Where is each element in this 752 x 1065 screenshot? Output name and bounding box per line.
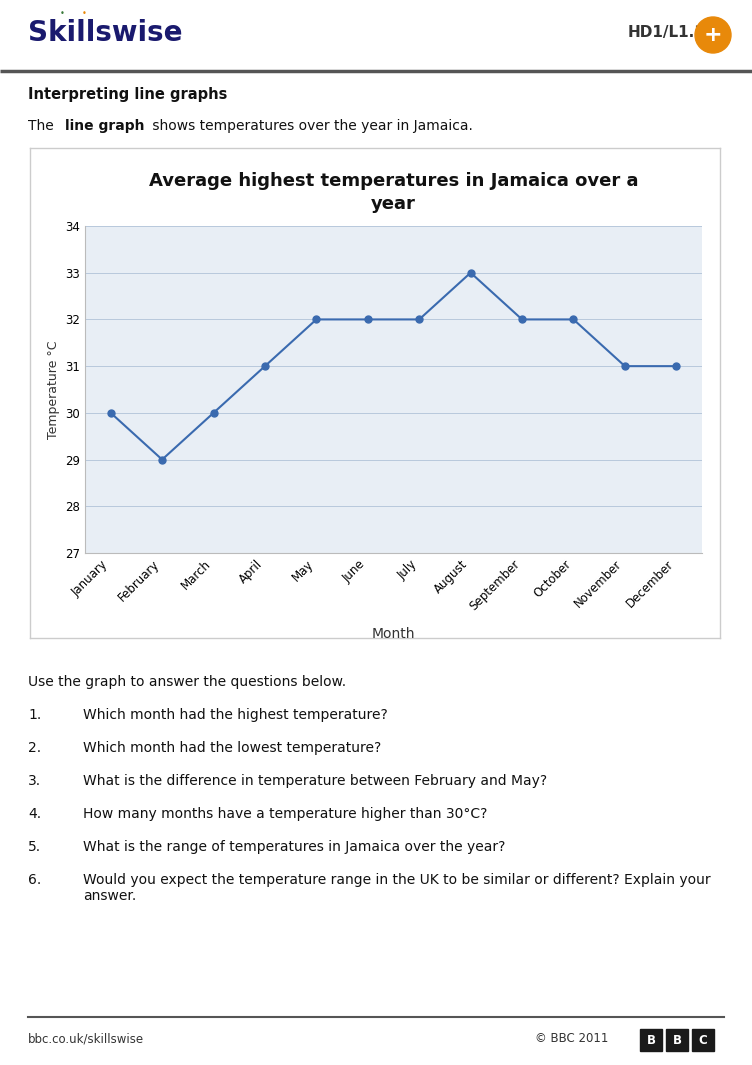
Text: line graph: line graph bbox=[65, 119, 144, 133]
Y-axis label: Temperature °C: Temperature °C bbox=[47, 340, 59, 439]
Text: Which month had the lowest temperature?: Which month had the lowest temperature? bbox=[83, 741, 381, 755]
Text: What is the range of temperatures in Jamaica over the year?: What is the range of temperatures in Jam… bbox=[83, 840, 505, 854]
Text: Skillswise: Skillswise bbox=[28, 19, 183, 47]
Text: Interpreting line graphs: Interpreting line graphs bbox=[28, 86, 227, 101]
Text: •: • bbox=[59, 9, 65, 17]
Text: What is the difference in temperature between February and May?: What is the difference in temperature be… bbox=[83, 774, 547, 788]
Text: How many months have a temperature higher than 30°C?: How many months have a temperature highe… bbox=[83, 807, 487, 821]
Text: bbc.co.uk/skillswise: bbc.co.uk/skillswise bbox=[28, 1032, 144, 1046]
Circle shape bbox=[695, 17, 731, 53]
Text: The: The bbox=[28, 119, 58, 133]
Text: 4.: 4. bbox=[28, 807, 41, 821]
FancyBboxPatch shape bbox=[640, 1029, 662, 1051]
Text: 1.: 1. bbox=[28, 708, 41, 722]
Title: Average highest temperatures in Jamaica over a
year: Average highest temperatures in Jamaica … bbox=[149, 171, 638, 213]
Text: B: B bbox=[647, 1033, 656, 1047]
FancyBboxPatch shape bbox=[692, 1029, 714, 1051]
Text: B: B bbox=[672, 1033, 681, 1047]
Text: 2.: 2. bbox=[28, 741, 41, 755]
Text: +: + bbox=[704, 24, 723, 45]
Text: shows temperatures over the year in Jamaica.: shows temperatures over the year in Jama… bbox=[148, 119, 473, 133]
Text: 6.: 6. bbox=[28, 873, 41, 887]
Text: Would you expect the temperature range in the UK to be similar or different? Exp: Would you expect the temperature range i… bbox=[83, 873, 711, 903]
Text: •: • bbox=[81, 9, 86, 17]
Text: C: C bbox=[699, 1033, 708, 1047]
Text: © BBC 2011: © BBC 2011 bbox=[535, 1032, 608, 1046]
Text: Which month had the highest temperature?: Which month had the highest temperature? bbox=[83, 708, 388, 722]
Text: 3.: 3. bbox=[28, 774, 41, 788]
Text: 5.: 5. bbox=[28, 840, 41, 854]
FancyBboxPatch shape bbox=[666, 1029, 688, 1051]
X-axis label: Month: Month bbox=[371, 627, 415, 641]
Text: Use the graph to answer the questions below.: Use the graph to answer the questions be… bbox=[28, 675, 346, 689]
Text: HD1/L1.1: HD1/L1.1 bbox=[628, 26, 705, 40]
